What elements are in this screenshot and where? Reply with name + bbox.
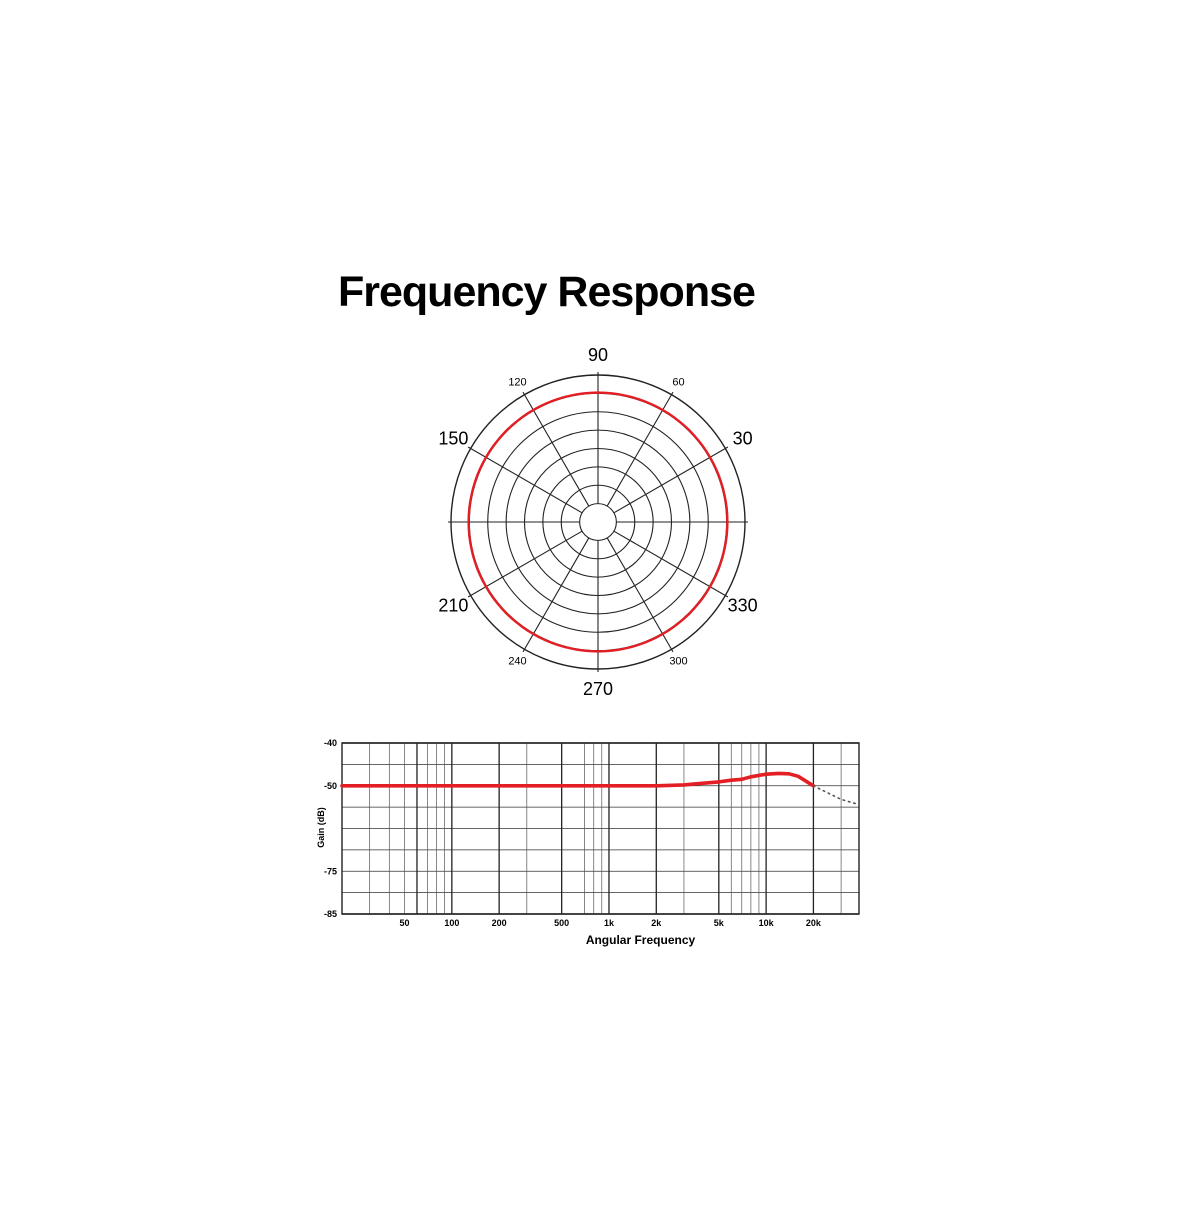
response-curve-extrapolated [812, 784, 860, 806]
x-tick-label: 500 [554, 918, 569, 928]
y-axis-label: Gain (dB) [316, 807, 326, 848]
polar-pattern-chart: 90 60 30 330 300 270 240 210 150 120 [438, 345, 758, 699]
polar-angle-label: 210 [438, 596, 468, 616]
page-title: Frequency Response [338, 268, 756, 316]
polar-angle-label: 150 [438, 429, 468, 449]
polar-angle-label: 330 [728, 596, 758, 616]
polar-angle-label: 300 [669, 655, 687, 667]
polar-angle-label: 120 [508, 377, 526, 389]
y-tick-label: -85 [324, 909, 337, 919]
plot-frame [341, 742, 860, 915]
y-tick-label: -50 [324, 781, 337, 791]
polar-spoke [606, 537, 674, 653]
x-tick-label: 10k [759, 918, 775, 928]
polar-angle-label: 90 [588, 345, 608, 365]
x-tick-label: 1k [604, 918, 615, 928]
x-tick-label: 5k [714, 918, 725, 928]
x-tick-label: 20k [806, 918, 822, 928]
y-tick-label: -40 [324, 738, 337, 748]
polar-response-curve [467, 391, 729, 653]
y-tick-label: -75 [324, 866, 337, 876]
polar-spoke [613, 446, 729, 514]
response-curve [340, 771, 816, 788]
polar-spoke [606, 391, 674, 507]
polar-angle-label: 270 [583, 679, 613, 699]
x-tick-label: 2k [651, 918, 662, 928]
x-tick-label: 200 [492, 918, 507, 928]
polar-angle-label: 30 [733, 429, 753, 449]
x-tick-label: 100 [444, 918, 459, 928]
polar-angle-label: 240 [508, 655, 526, 667]
polar-angle-label: 60 [672, 377, 684, 389]
x-axis-label: Angular Frequency [586, 933, 696, 947]
polar-spoke [522, 537, 590, 653]
polar-spoke [467, 446, 583, 514]
polar-spoke [467, 530, 583, 598]
polar-ring [579, 503, 617, 541]
polar-spoke [613, 530, 729, 598]
x-tick-label: 50 [400, 918, 410, 928]
polar-spoke [522, 391, 590, 507]
